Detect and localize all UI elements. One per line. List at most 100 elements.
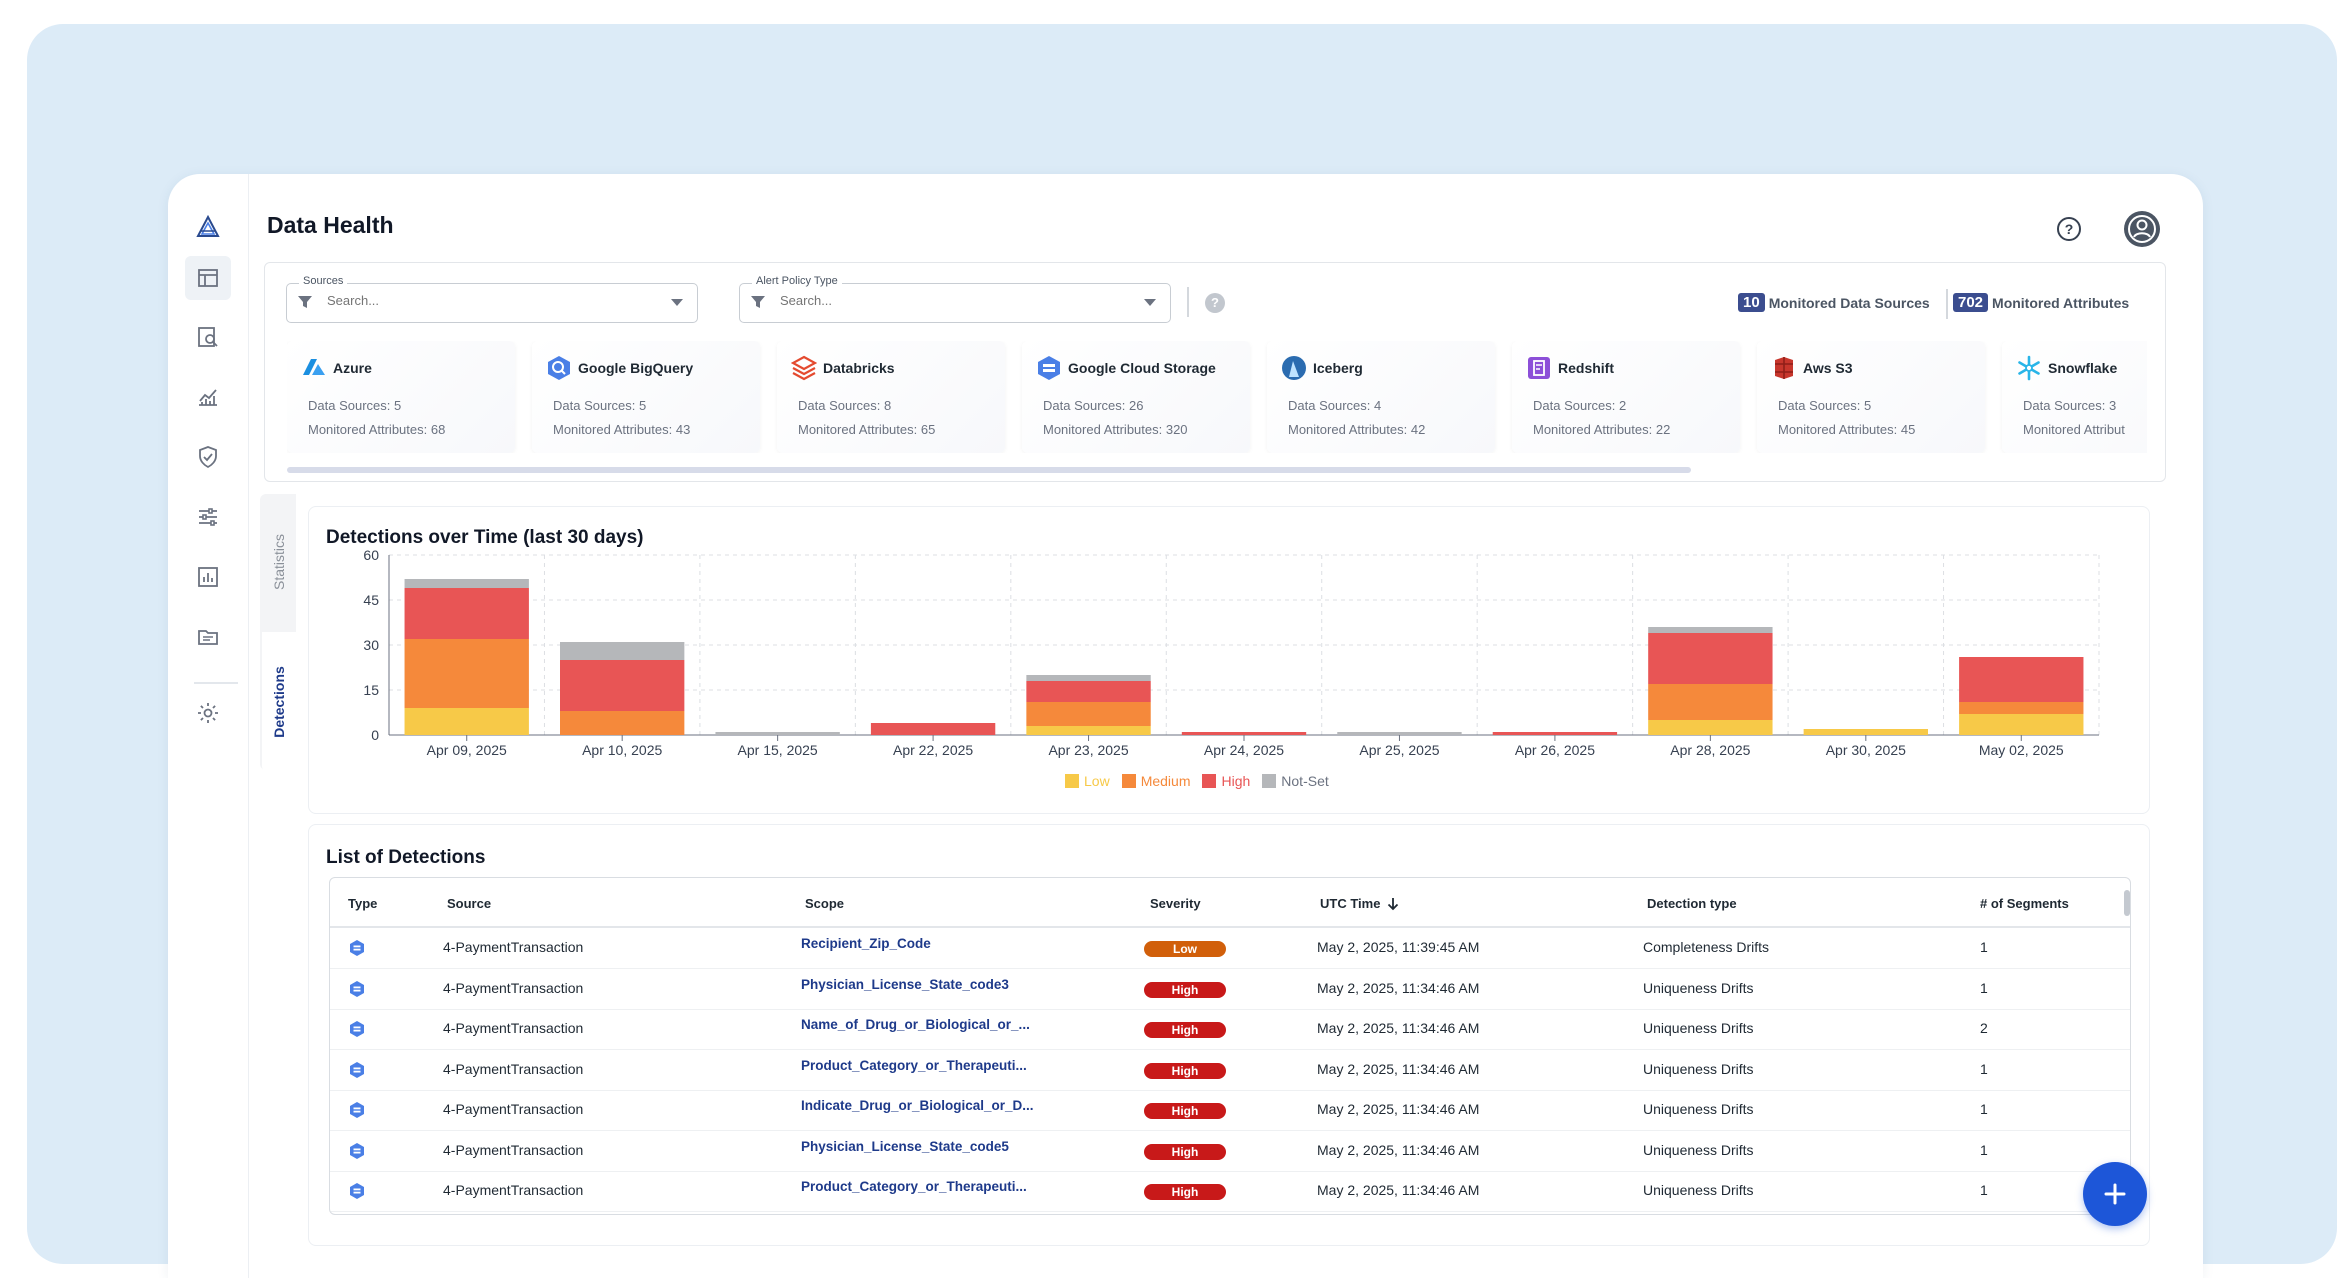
folder-icon[interactable] <box>195 624 221 650</box>
legend-item[interactable]: High <box>1202 773 1250 789</box>
legend-label: Low <box>1084 773 1110 789</box>
gear-icon[interactable] <box>195 700 221 726</box>
table-row[interactable]: 4-PaymentTransaction Name_of_Drug_or_Biol… <box>330 1009 2130 1050</box>
row-utc-time: May 2, 2025, 11:34:46 AM <box>1317 1060 1480 1077</box>
column-header-detection-type[interactable]: Detection type <box>1647 896 1737 911</box>
alert-policy-search-input[interactable] <box>778 292 1082 309</box>
filter-icon <box>751 296 765 308</box>
sliders-icon[interactable] <box>195 504 221 530</box>
row-detection-type: Uniqueness Drifts <box>1643 979 1754 996</box>
legend-label: High <box>1221 773 1251 789</box>
source-tile-name: Snowflake <box>2048 360 2118 376</box>
column-header-utc-time[interactable]: UTC Time <box>1320 896 1400 911</box>
table-icon[interactable] <box>185 256 231 300</box>
aws-s3-icon <box>1775 357 1793 379</box>
bar-not-set <box>715 732 840 735</box>
table-row[interactable]: 4-PaymentTransaction Physician_License_St… <box>330 1131 2130 1172</box>
monitored-sources-count: 10 <box>1738 293 1765 312</box>
source-tile-databricks[interactable]: Databricks Data Sources: 8 Monitored Att… <box>777 341 1005 453</box>
x-tick-label: Apr 26, 2025 <box>1515 742 1595 758</box>
detection-type-icon <box>350 980 364 997</box>
chevron-down-icon[interactable] <box>671 299 683 306</box>
tab-detections[interactable]: Detections <box>262 632 296 772</box>
y-tick-label: 15 <box>363 682 379 698</box>
source-tile-snowflake[interactable]: Snowflake Data Sources: 3 Monitored Attr… <box>2002 341 2147 453</box>
sources-search-input[interactable] <box>325 292 629 309</box>
source-tile-name: Azure <box>333 360 372 376</box>
sort-arrow-down-icon[interactable] <box>1386 897 1400 911</box>
row-scope-link[interactable]: Recipient_Zip_Code <box>801 936 931 951</box>
detections-list-card: List of Detections Type Source Scope Sev… <box>308 824 2150 1246</box>
source-tile-redshift[interactable]: Redshift Data Sources: 2 Monitored Attri… <box>1512 341 1740 453</box>
source-tile-aws-s3[interactable]: Aws S3 Data Sources: 5 Monitored Attribu… <box>1757 341 1985 453</box>
user-avatar-icon[interactable] <box>2123 210 2161 248</box>
bar-not-set <box>1648 627 1773 633</box>
column-header-type[interactable]: Type <box>348 896 378 911</box>
row-detection-type: Uniqueness Drifts <box>1643 1141 1754 1158</box>
bar-low <box>1959 714 2084 735</box>
chart-line-icon[interactable] <box>195 384 221 410</box>
row-scope-link[interactable]: Physician_License_State_code5 <box>801 1138 1009 1154</box>
table-row[interactable]: 4-PaymentTransaction Product_Category_or_… <box>330 1171 2130 1212</box>
help-icon[interactable]: ? <box>2054 214 2084 244</box>
row-detection-type: Completeness Drifts <box>1643 939 1770 955</box>
svg-text:?: ? <box>2065 221 2074 237</box>
legend-label: Not-Set <box>1281 773 1329 789</box>
app-window: Data Health ? Sources Alert Policy Type … <box>168 174 2203 1278</box>
row-scope-link[interactable]: Indicate_Drug_or_Biological_or_D... <box>801 1098 1034 1113</box>
row-segments: 1 <box>1980 1182 1988 1198</box>
legend-label: Medium <box>1140 773 1191 789</box>
bar-report-icon[interactable] <box>195 564 221 590</box>
shield-icon[interactable] <box>195 444 221 470</box>
tiles-scrollbar[interactable] <box>287 467 1691 473</box>
table-row[interactable]: 4-PaymentTransaction Indicate_Drug_or_Bio… <box>330 1090 2130 1131</box>
table-row[interactable]: 4-PaymentTransaction Recipient_Zip_Code Lo… <box>330 928 2130 969</box>
monitored-sources-stat: 10 Monitored Data Sources <box>1738 293 1930 312</box>
source-tile-google-bigquery[interactable]: Google BigQuery Data Sources: 5 Monitore… <box>532 341 760 453</box>
legend-item[interactable]: Not-Set <box>1262 773 1329 789</box>
bar-not-set <box>404 579 529 588</box>
column-header-utc-time-label: UTC Time <box>1320 896 1381 911</box>
bar-high <box>1026 681 1151 702</box>
row-scope-link[interactable]: Product_Category_or_Therapeuti... <box>801 1179 1027 1194</box>
source-tile-google-cloud-storage[interactable]: Google Cloud Storage Data Sources: 26 Mo… <box>1022 341 1250 453</box>
bar-high <box>1959 657 2084 702</box>
legend-item[interactable]: Medium <box>1121 773 1191 789</box>
sources-select[interactable]: Sources <box>286 275 698 323</box>
table-scrollbar[interactable] <box>2124 890 2130 916</box>
column-header-scope[interactable]: Scope <box>805 896 845 911</box>
y-tick-label: 0 <box>371 727 379 743</box>
column-header-severity[interactable]: Severity <box>1150 896 1201 911</box>
x-tick-label: Apr 30, 2025 <box>1826 742 1906 758</box>
databricks-icon <box>791 355 817 381</box>
source-tile-azure[interactable]: Azure Data Sources: 5 Monitored Attribut… <box>287 341 515 453</box>
x-tick-label: Apr 22, 2025 <box>893 742 973 758</box>
filter-icon <box>298 296 312 308</box>
legend-item[interactable]: Low <box>1065 773 1110 789</box>
logo-icon[interactable] <box>195 214 221 240</box>
row-source: 4-PaymentTransaction <box>443 979 584 996</box>
tab-statistics[interactable]: Statistics <box>262 498 296 626</box>
page-title: Data Health <box>267 212 394 238</box>
help-circle-icon[interactable]: ? <box>1205 293 1225 313</box>
severity-badge: High <box>1144 981 1226 998</box>
detection-type-icon <box>350 940 364 956</box>
column-header-segments[interactable]: # of Segments <box>1980 896 2069 911</box>
bar-not-set <box>560 642 685 660</box>
row-scope-link[interactable]: Product_Category_or_Therapeuti... <box>801 1057 1027 1073</box>
column-header-source[interactable]: Source <box>447 896 492 911</box>
table-row[interactable]: 4-PaymentTransaction Physician_License_St… <box>330 969 2130 1010</box>
search-doc-icon[interactable] <box>195 324 221 350</box>
row-scope-link[interactable]: Name_of_Drug_or_Biological_or_... <box>801 1017 1030 1032</box>
monitored-attributes-stat: 702 Monitored Attributes <box>1953 293 2129 312</box>
bar-high <box>1648 633 1773 684</box>
alert-policy-select[interactable]: Alert Policy Type <box>739 275 1171 323</box>
table-row[interactable]: 4-PaymentTransaction Product_Category_or_… <box>330 1050 2130 1091</box>
chevron-down-icon[interactable] <box>1144 299 1156 306</box>
row-scope-link[interactable]: Physician_License_State_code3 <box>801 976 1009 992</box>
row-segments: 1 <box>1980 1101 1988 1117</box>
legend-swatch <box>1262 774 1277 788</box>
source-tile-iceberg[interactable]: Iceberg Data Sources: 4 Monitored Attrib… <box>1267 341 1495 453</box>
add-fab-button[interactable] <box>2083 1162 2147 1226</box>
row-detection-type: Uniqueness Drifts <box>1643 1182 1754 1198</box>
